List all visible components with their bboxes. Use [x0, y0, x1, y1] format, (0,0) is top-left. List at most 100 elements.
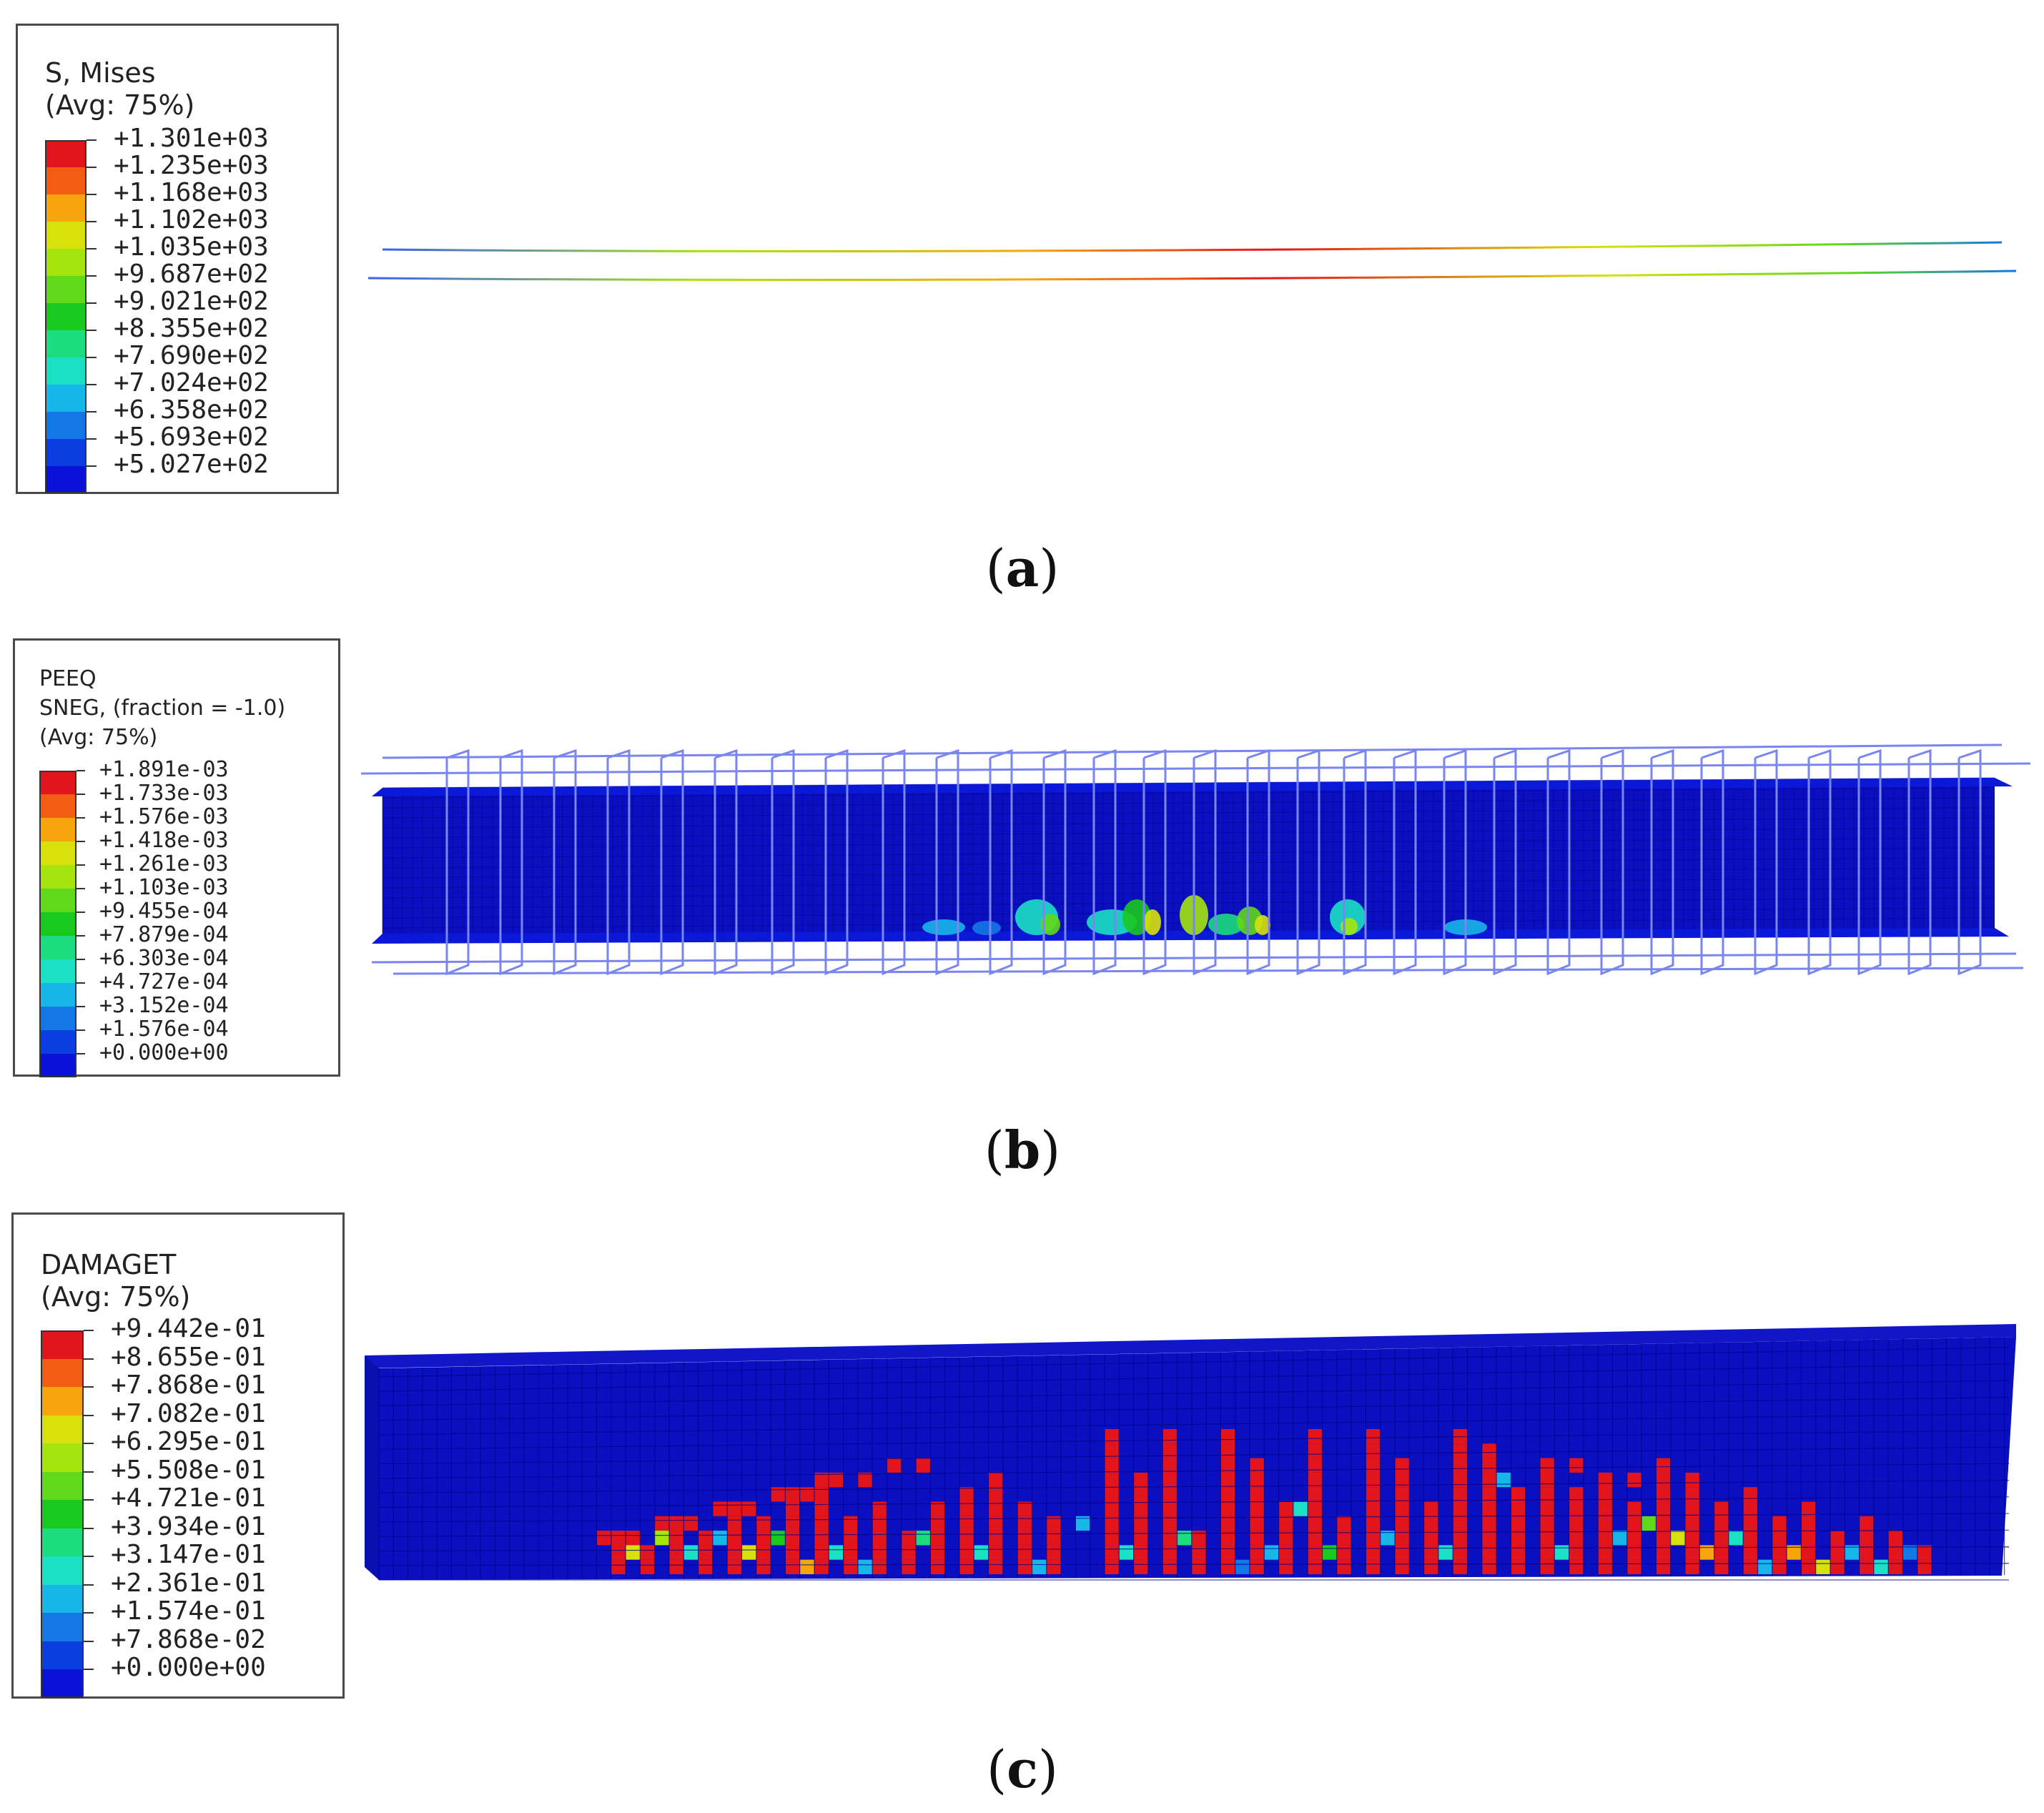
- concrete-mesh: [378, 1337, 2010, 1581]
- damage-cell-85: [1133, 1531, 1148, 1546]
- damage-cell-41: [872, 1516, 887, 1531]
- damage-cell-76: [1105, 1516, 1120, 1531]
- damage-cell-100: [1191, 1559, 1207, 1574]
- damage-cell-127: [1308, 1545, 1323, 1560]
- damage-cell-296: [1032, 1559, 1047, 1574]
- legend-c-swatch-8: [41, 1556, 84, 1585]
- legend-a-value-10: +6.358e+02: [114, 395, 269, 425]
- legend-b-tick-8: [76, 959, 85, 960]
- damage-cell-312: [1728, 1531, 1744, 1546]
- damage-cell-222: [1685, 1559, 1700, 1574]
- damage-cell-290: [771, 1531, 786, 1546]
- legend-c-tick-3: [84, 1414, 94, 1416]
- damage-cell-308: [1612, 1531, 1627, 1546]
- legend-a-swatch-11: [45, 439, 87, 466]
- damage-cell-188: [1540, 1559, 1555, 1574]
- legend-a-tick-1: [87, 167, 97, 168]
- damage-cell-11: [698, 1531, 713, 1546]
- damage-cell-102: [1191, 1531, 1207, 1546]
- legend-c-swatch-10: [41, 1613, 84, 1641]
- concrete-left-face: [365, 1355, 379, 1580]
- damage-cell-114: [1250, 1545, 1265, 1560]
- damage-cell-261: [596, 1531, 611, 1546]
- damage-cell-291: [799, 1559, 814, 1574]
- damage-cell-225: [1685, 1516, 1700, 1531]
- damage-cell-68: [1017, 1501, 1032, 1516]
- damage-cell-231: [1714, 1531, 1729, 1546]
- damage-cell-97: [1162, 1458, 1177, 1473]
- damage-cell-69: [1046, 1559, 1062, 1574]
- beam-web: [382, 778, 1995, 939]
- damage-cell-110: [1220, 1458, 1235, 1473]
- legend-c-tick-4: [84, 1443, 94, 1444]
- damage-cell-256: [1888, 1559, 1903, 1574]
- stirrup-14: [1193, 749, 1217, 976]
- legend-b-title-line2: SNEG, (fraction = -1.0): [39, 696, 286, 721]
- legend-b-swatch-6: [39, 912, 76, 936]
- damage-cell-77: [1105, 1501, 1120, 1516]
- damage-cell-121: [1278, 1559, 1293, 1574]
- legend-c-value-3: +7.082e-01: [111, 1398, 266, 1428]
- legend-b-value-0: +1.891e-03: [99, 756, 229, 782]
- damage-cell-179: [1481, 1472, 1497, 1488]
- damage-cell-3: [640, 1559, 655, 1574]
- legend-c-value-11: +7.868e-02: [111, 1624, 266, 1654]
- damage-cell-94: [1162, 1501, 1177, 1516]
- damage-cell-288: [712, 1531, 728, 1546]
- damage-cell-273: [1540, 1458, 1555, 1473]
- damage-cell-174: [1481, 1545, 1497, 1560]
- damage-cell-31: [814, 1501, 829, 1516]
- legend-a-value-6: +9.021e+02: [114, 287, 269, 317]
- damage-cell-162: [1423, 1501, 1438, 1516]
- legend-b-tick-11: [76, 1029, 85, 1031]
- damage-cell-209: [1626, 1559, 1642, 1574]
- damage-cell-40: [872, 1531, 887, 1546]
- damage-cell-275: [1598, 1472, 1613, 1488]
- legend-b-value-11: +1.576e-04: [99, 1016, 229, 1042]
- stirrup-21: [1546, 749, 1571, 976]
- damage-cell-198: [1569, 1531, 1584, 1546]
- damage-cell-254: [1859, 1531, 1874, 1546]
- damage-cell-236: [1743, 1531, 1758, 1546]
- legend-b-swatch-11: [39, 1030, 76, 1054]
- damage-cell-74: [1105, 1545, 1120, 1560]
- damage-cell-59: [988, 1531, 1003, 1546]
- legend-a-swatch-0: [45, 140, 87, 167]
- legend-a-tick-5: [87, 275, 97, 277]
- damage-cell-228: [1685, 1472, 1700, 1488]
- damage-cell-285: [626, 1545, 641, 1560]
- stirrup-25: [1754, 749, 1778, 976]
- caption-b: (b): [984, 1120, 1061, 1180]
- damage-cell-43: [901, 1559, 917, 1574]
- damage-cell-130: [1308, 1501, 1323, 1516]
- stirrup-5: [714, 749, 738, 976]
- legend-b-swatch-9: [39, 983, 76, 1007]
- damage-cell-293: [857, 1559, 873, 1574]
- damage-cell-90: [1162, 1559, 1177, 1574]
- damage-cell-120: [1250, 1458, 1265, 1473]
- damage-cell-113: [1250, 1559, 1265, 1574]
- peeq-spot-7: [1208, 914, 1244, 935]
- legend-b-value-9: +4.727e-04: [99, 969, 229, 994]
- legend-b-swatch-8: [39, 959, 76, 983]
- damage-cell-317: [1873, 1559, 1889, 1574]
- damage-cell-66: [1017, 1531, 1032, 1546]
- damage-cell-79: [1105, 1472, 1120, 1488]
- legend-a-tick-7: [87, 330, 97, 331]
- damage-cell-301: [1264, 1545, 1279, 1560]
- stirrup-20: [1493, 749, 1517, 976]
- lower-wire: [367, 270, 2017, 281]
- damage-cell-207: [1598, 1487, 1613, 1502]
- legend-a-swatch-12: [45, 466, 87, 493]
- legend-a-tick-0: [87, 139, 97, 141]
- damage-cell-178: [1481, 1487, 1497, 1502]
- legend-a-swatch-9: [45, 385, 87, 412]
- damage-cell-281: [1772, 1516, 1787, 1531]
- legend-c-tick-1: [84, 1358, 94, 1360]
- stirrup-1: [499, 749, 523, 976]
- damage-cell-258: [1888, 1531, 1903, 1546]
- damage-cell-183: [1511, 1545, 1526, 1560]
- legend-c-value-9: +2.361e-01: [111, 1568, 266, 1598]
- damage-cell-55: [959, 1501, 974, 1516]
- damage-cell-185: [1511, 1516, 1526, 1531]
